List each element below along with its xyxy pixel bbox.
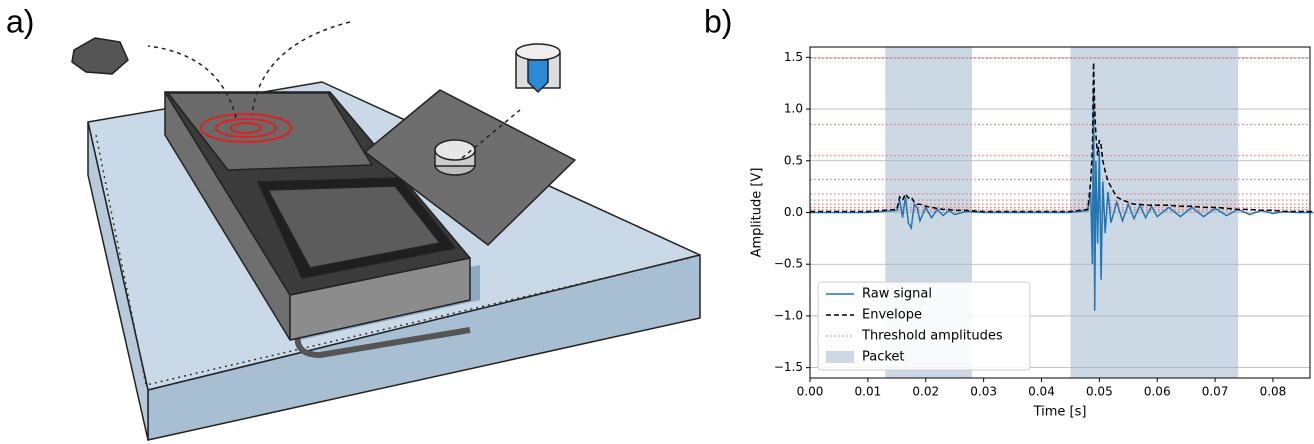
x-tick-label: 0.03 [970, 385, 997, 399]
figure: a) b) −1.5 −1.0 −0.5 0.0 0.5 1.0 1.5 0.00 0.01 0.… [0, 0, 1314, 444]
y-tick-label: 0.0 [784, 205, 803, 219]
x-axis-label: Time [s] [1033, 405, 1087, 420]
x-tick-label: 0.08 [1260, 385, 1287, 399]
x-tick-label: 0.07 [1202, 385, 1229, 399]
x-tick-label: 0.05 [1086, 385, 1113, 399]
plot: −1.5 −1.0 −0.5 0.0 0.5 1.0 1.5 0.00 0.01 0.02 0.03… [750, 47, 1314, 420]
y-tick-label: 0.5 [784, 153, 803, 167]
legend-swatch [826, 351, 854, 363]
y-tick-label: −0.5 [774, 257, 803, 271]
legend-label: Envelope [862, 308, 922, 323]
y-tick-label: 1.5 [784, 50, 803, 64]
x-tick-label: 0.01 [855, 385, 882, 399]
x-tick-label: 0.02 [912, 385, 939, 399]
y-axis-label: Amplitude [V] [750, 168, 765, 258]
y-tick-label: −1.5 [774, 360, 803, 374]
x-tick-label: 0.00 [797, 385, 824, 399]
x-tick-label: 0.06 [1144, 385, 1171, 399]
legend-label: Raw signal [862, 287, 932, 302]
x-tick-label: 0.04 [1028, 385, 1055, 399]
panel-label: a) [6, 3, 34, 39]
legend-label: Packet [862, 350, 905, 365]
illustration [72, 22, 700, 440]
legend-label: Threshold amplitudes [861, 329, 1003, 344]
y-tick-label: −1.0 [774, 308, 803, 322]
panel-label: b) [704, 3, 732, 39]
y-tick-label: 1.0 [784, 102, 803, 116]
